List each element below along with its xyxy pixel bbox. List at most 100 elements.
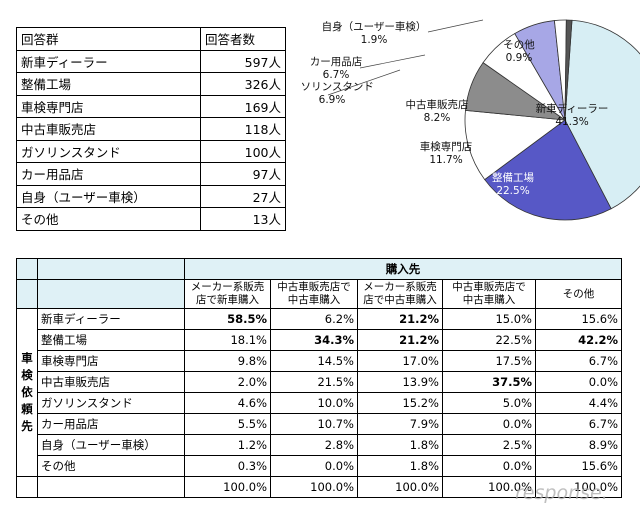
corner-cell <box>16 476 38 498</box>
value-cell: 15.2% <box>357 392 443 414</box>
value-cell: 58.5% <box>184 308 271 330</box>
watermark-logo: response. <box>515 482 608 504</box>
slice-label: 車検専門店 <box>420 140 473 153</box>
table-row: 整備工場 326人 <box>16 72 286 96</box>
row-label: 整備工場 <box>37 329 185 351</box>
table-row: 自身（ユーザー車検） 27人 <box>16 184 286 208</box>
pie-slice <box>484 119 612 221</box>
column-header: 中古車販売店で 中古車購入 <box>442 279 536 309</box>
respondent-group-cell: 回答群 <box>16 27 201 51</box>
slice-percent-label: 0.9% <box>506 52 533 64</box>
corner-cell <box>37 258 185 280</box>
column-header: その他 <box>535 279 622 309</box>
value-cell: 42.2% <box>535 329 622 351</box>
slice-percent-label: 6.9% <box>319 94 346 106</box>
row-label: 新車ディーラー <box>37 308 185 330</box>
value-cell: 6.7% <box>535 413 622 435</box>
respondent-group-cell: 整備工場 <box>16 72 201 96</box>
respondent-group-cell: カー用品店 <box>16 162 201 186</box>
corner-cell <box>37 279 185 309</box>
value-cell: 34.3% <box>270 329 358 351</box>
row-label: カー用品店 <box>37 413 185 435</box>
inspection-provider-header: 車検依頼先 <box>16 308 38 477</box>
pie-slice <box>564 19 573 121</box>
table-row: 車検専門店 169人 <box>16 94 286 118</box>
total-cell: 100.0% <box>535 476 622 498</box>
table-row: その他 0.3% 0.0% 1.8% 0.0% 15.6% <box>17 455 622 477</box>
table-row: ガソリンスタンド 100人 <box>16 139 286 163</box>
respondent-group-cell: ガソリンスタンド <box>16 139 201 163</box>
value-cell: 0.0% <box>442 413 536 435</box>
value-cell: 15.6% <box>535 308 622 330</box>
value-cell: 10.0% <box>270 392 358 414</box>
value-cell: 0.3% <box>184 455 271 477</box>
respondent-count-cell: 326人 <box>200 72 286 96</box>
value-cell: 1.8% <box>357 455 443 477</box>
respondent-count-cell: 13人 <box>200 207 286 231</box>
respondent-count-cell: 回答者数 <box>200 27 286 51</box>
row-label: ガソリンスタンド <box>37 392 185 414</box>
value-cell: 13.9% <box>357 371 443 393</box>
table-row: 中古車販売店 118人 <box>16 117 286 141</box>
table-row: 中古車販売店 2.0% 21.5% 13.9% 37.5% 0.0% <box>17 371 622 393</box>
leader-line <box>327 69 401 96</box>
value-cell: 0.0% <box>270 455 358 477</box>
pie-slice <box>464 109 567 181</box>
row-label: 中古車販売店 <box>37 371 185 393</box>
value-cell: 9.8% <box>184 350 271 372</box>
value-cell: 2.5% <box>442 434 536 456</box>
respondent-count-cell: 118人 <box>200 117 286 141</box>
value-cell: 37.5% <box>442 371 536 393</box>
totals-row: 100.0% 100.0% 100.0% 100.0% 100.0% <box>16 476 622 498</box>
value-cell: 4.6% <box>184 392 271 414</box>
value-cell: 10.7% <box>270 413 358 435</box>
value-cell: 17.5% <box>442 350 536 372</box>
respondent-count-cell: 100人 <box>200 139 286 163</box>
column-header: 中古車販売店で 中古車購入 <box>270 279 358 309</box>
respondent-group-cell: 中古車販売店 <box>16 117 201 141</box>
table-row: カー用品店 97人 <box>16 162 286 186</box>
value-cell: 22.5% <box>442 329 536 351</box>
value-cell: 21.5% <box>270 371 358 393</box>
cross-table: 購入先 メーカー系販売 店で新車購入 中古車販売店で 中古車購入 メーカー系販売 店で中古車… <box>16 258 622 498</box>
respondent-group-cell: 車検専門店 <box>16 94 201 118</box>
value-cell: 1.8% <box>357 434 443 456</box>
leader-line <box>427 19 484 33</box>
value-cell: 15.6% <box>535 455 622 477</box>
slice-label: 新車ディーラー <box>536 102 609 115</box>
respondent-table-body: 回答群 回答者数 新車ディーラー 597人 整備工場 326人 車検専門店 169人 中古車販売… <box>16 27 286 231</box>
row-label: 車検専門店 <box>37 350 185 372</box>
total-cell: 100.0% <box>184 476 271 498</box>
slice-percent-label: 8.2% <box>424 112 451 124</box>
table-row: 新車ディーラー 597人 <box>16 49 286 73</box>
value-cell: 2.8% <box>270 434 358 456</box>
cross-header-row: 購入先 <box>16 258 622 280</box>
slice-percent-label: 1.9% <box>361 34 388 46</box>
cross-table-body: 購入先 メーカー系販売 店で新車購入 中古車販売店で 中古車購入 メーカー系販売 店で中古車… <box>16 258 622 498</box>
value-cell: 14.5% <box>270 350 358 372</box>
value-cell: 5.0% <box>442 392 536 414</box>
slice-label: カー用品店 <box>310 55 363 68</box>
pie-slice <box>564 19 640 210</box>
table-row: カー用品店 5.5% 10.7% 7.9% 0.0% 6.7% <box>17 413 622 435</box>
row-label: 自身（ユーザー車検） <box>37 434 185 456</box>
table-row: 自身（ユーザー車検） 1.2% 2.8% 1.8% 2.5% 8.9% <box>17 434 622 456</box>
value-cell: 6.7% <box>535 350 622 372</box>
slice-label: 中古車販売店 <box>406 98 469 111</box>
value-cell: 0.0% <box>442 455 536 477</box>
slice-label: 整備工場 <box>492 171 534 184</box>
value-cell: 0.0% <box>535 371 622 393</box>
table-row: ガソリンスタンド 4.6% 10.0% 15.2% 5.0% 4.4% <box>17 392 622 414</box>
value-cell: 17.0% <box>357 350 443 372</box>
corner-cell <box>16 258 38 280</box>
row-label: その他 <box>37 455 185 477</box>
respondent-count-cell: 97人 <box>200 162 286 186</box>
value-cell: 1.2% <box>184 434 271 456</box>
column-header: メーカー系販売 店で中古車購入 <box>357 279 443 309</box>
value-cell: 2.0% <box>184 371 271 393</box>
total-cell: 100.0% <box>357 476 443 498</box>
cross-subheader-row: メーカー系販売 店で新車購入 中古車販売店で 中古車購入 メーカー系販売 店で中古車購入中… <box>16 279 622 309</box>
value-cell: 6.2% <box>270 308 358 330</box>
slice-label: ガソリンスタンド <box>300 81 374 93</box>
